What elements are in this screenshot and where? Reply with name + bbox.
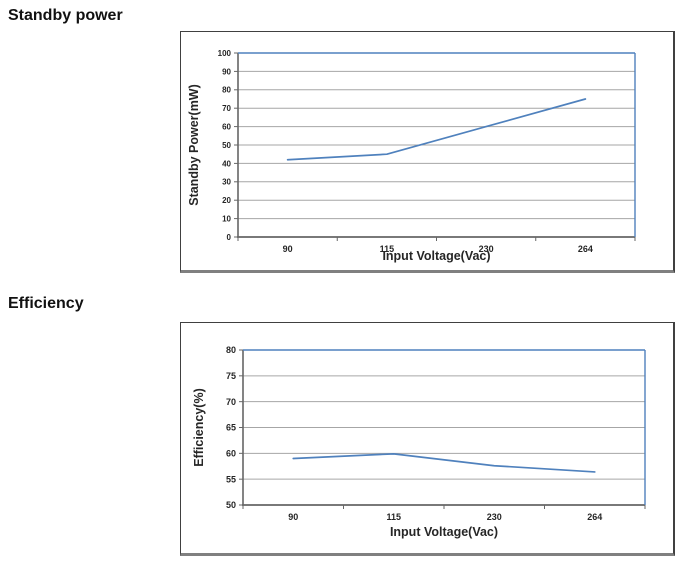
y-tick-label: 0 [227, 233, 232, 242]
x-tick-label: 230 [487, 512, 502, 522]
y-tick-label: 100 [218, 49, 232, 58]
y-tick-label: 65 [226, 423, 236, 433]
y-tick-label: 60 [226, 449, 236, 459]
data-series-line [292, 453, 596, 473]
y-tick-label: 70 [226, 397, 236, 407]
x-tick-label: 115 [380, 244, 395, 254]
x-tick-label: 115 [386, 512, 401, 522]
x-axis-title: Input Voltage(Vac) [382, 249, 490, 263]
y-tick-label: 50 [226, 500, 236, 510]
efficiency-chart: 50 55 60 65 70 75 80 90 115 230 264 Input Voltage(V… [192, 345, 646, 539]
x-axis-title: Input Voltage(Vac) [390, 525, 498, 539]
standby-power-chart-frame: 0 10 20 30 40 50 60 70 80 90 100 90 115 230 264 Input V… [180, 31, 675, 273]
efficiency-heading: Efficiency [8, 295, 84, 312]
x-tick-label: 90 [288, 512, 298, 522]
standby-power-chart: 0 10 20 30 40 50 60 70 80 90 100 90 115 230 264 Input V… [187, 49, 636, 263]
x-tick-label: 264 [587, 512, 602, 522]
y-tick-label: 20 [222, 196, 231, 205]
y-tick-label: 90 [222, 67, 231, 76]
efficiency-chart-frame: 50 55 60 65 70 75 80 90 115 230 264 Input Voltage(V… [180, 322, 675, 556]
y-tick-label: 40 [222, 159, 231, 168]
y-tick-label: 30 [222, 178, 231, 187]
y-tick-label: 70 [222, 104, 231, 113]
y-tick-label: 60 [222, 122, 231, 131]
y-axis-title: Standby Power(mW) [187, 84, 201, 206]
x-tick-label: 90 [283, 244, 293, 254]
y-tick-label: 75 [226, 371, 236, 381]
y-tick-label: 80 [226, 345, 236, 355]
y-tick-label: 50 [222, 141, 231, 150]
y-tick-label: 80 [222, 86, 231, 95]
x-tick-label: 230 [479, 244, 494, 254]
data-series-line [286, 98, 587, 161]
y-tick-label: 55 [226, 474, 236, 484]
y-axis-title: Efficiency(%) [192, 388, 206, 467]
standby-power-heading: Standby power [8, 7, 123, 24]
x-tick-label: 264 [578, 244, 593, 254]
y-tick-label: 10 [222, 214, 231, 223]
